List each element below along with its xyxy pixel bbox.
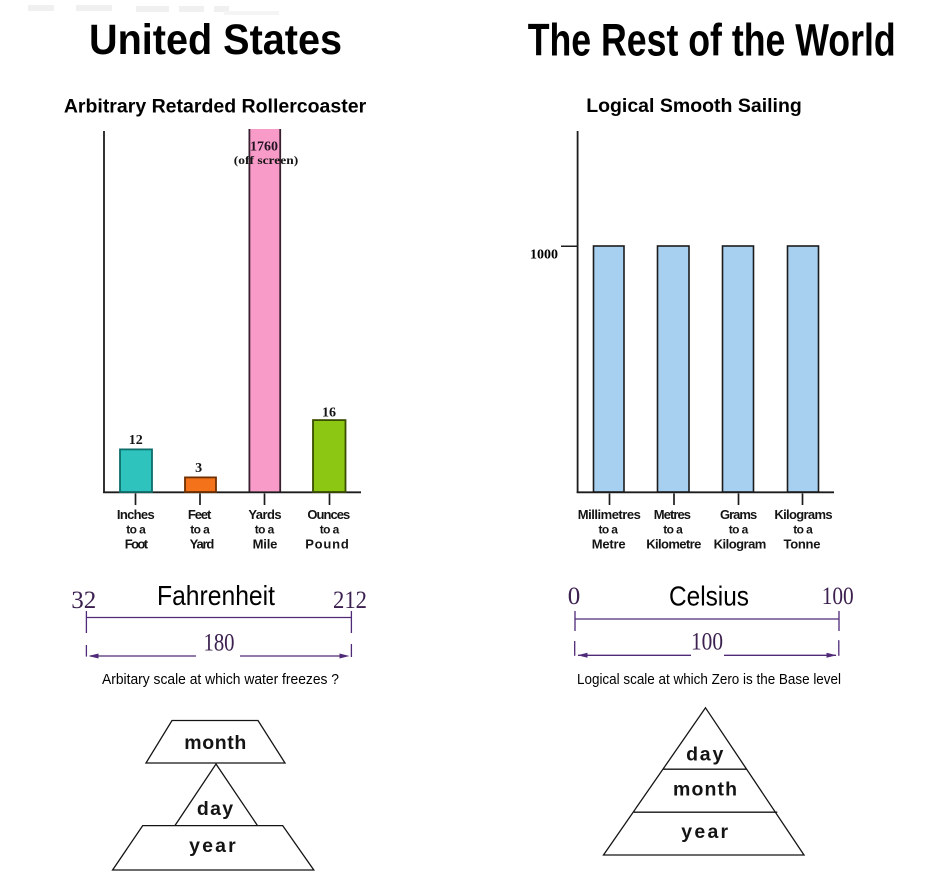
svg-text:Yard: Yard — [190, 537, 215, 552]
svg-text:year: year — [681, 821, 728, 843]
svg-text:180: 180 — [204, 630, 235, 657]
svg-text:to a: to a — [320, 523, 340, 537]
svg-text:to a: to a — [126, 523, 146, 537]
svg-text:Inches: Inches — [117, 507, 155, 522]
svg-text:month: month — [184, 732, 246, 754]
svg-text:Millimetres: Millimetres — [578, 507, 641, 522]
svg-text:16: 16 — [322, 405, 336, 420]
svg-text:Kilogram: Kilogram — [714, 537, 767, 552]
svg-text:to a: to a — [663, 523, 683, 537]
svg-text:3: 3 — [195, 461, 202, 476]
svg-text:month: month — [673, 779, 737, 801]
svg-text:Kilometre: Kilometre — [646, 537, 701, 552]
svg-text:Tonne: Tonne — [784, 537, 821, 552]
svg-text:to a: to a — [793, 523, 813, 537]
svg-text:The Rest of the World: The Rest of the World — [528, 14, 896, 65]
svg-text:to a: to a — [190, 523, 210, 537]
svg-text:1000: 1000 — [530, 248, 558, 263]
svg-text:to a: to a — [729, 523, 749, 537]
svg-text:Celsius: Celsius — [669, 581, 749, 612]
svg-text:Kilograms: Kilograms — [774, 507, 832, 522]
svg-text:Logical scale at which Zero is: Logical scale at which Zero is the Base … — [577, 671, 841, 688]
svg-text:100: 100 — [691, 629, 723, 656]
svg-text:Arbitrary Retarded Rollercoast: Arbitrary Retarded Rollercoaster — [64, 96, 367, 118]
svg-text:Grams: Grams — [720, 507, 757, 522]
svg-text:to a: to a — [255, 523, 275, 537]
svg-text:(off screen): (off screen) — [234, 155, 299, 167]
svg-text:Fahrenheit: Fahrenheit — [157, 580, 275, 611]
svg-text:Foot: Foot — [125, 537, 149, 552]
svg-text:12: 12 — [129, 433, 143, 448]
svg-text:Mile: Mile — [253, 537, 278, 552]
svg-text:Logical Smooth Sailing: Logical Smooth Sailing — [586, 95, 802, 117]
svg-text:Yards: Yards — [248, 507, 281, 522]
svg-text:day: day — [197, 798, 233, 820]
svg-text:Pound: Pound — [305, 537, 349, 552]
svg-text:100: 100 — [822, 583, 854, 610]
svg-text:0: 0 — [568, 583, 581, 610]
svg-text:1760: 1760 — [250, 139, 278, 154]
svg-text:year: year — [189, 835, 236, 857]
svg-text:Metre: Metre — [592, 537, 626, 552]
svg-text:Ounces: Ounces — [307, 507, 350, 522]
svg-text:day: day — [686, 743, 723, 765]
svg-text:32: 32 — [71, 587, 96, 614]
svg-text:United States: United States — [89, 16, 342, 64]
svg-text:Feet: Feet — [188, 507, 212, 522]
svg-text:Arbitary scale at which water: Arbitary scale at which water freezes ? — [102, 671, 339, 688]
svg-text:Metres: Metres — [654, 507, 691, 522]
svg-text:to a: to a — [598, 523, 618, 537]
svg-text:212: 212 — [333, 587, 367, 614]
